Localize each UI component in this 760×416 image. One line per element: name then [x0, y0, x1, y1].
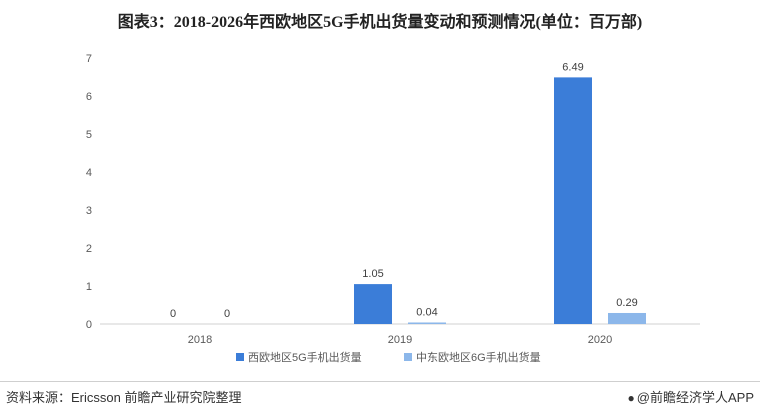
footer-source: 资料来源：Ericsson 前瞻产业研究院整理: [6, 390, 242, 405]
bar: [354, 284, 392, 324]
data-label: 6.49: [562, 61, 583, 73]
legend: 西欧地区5G手机出货量 中东欧地区6G手机出货量: [236, 350, 541, 364]
data-label: 0.04: [416, 306, 437, 318]
legend-swatch: [404, 353, 412, 361]
bar-chart: 0 1 2 3 4 5 6 7 2018 2019 2020 0 0 1.05 0.04 6.49 0.29…: [86, 53, 700, 364]
footer-brand: ● @前瞻经济学人APP: [628, 387, 754, 406]
data-label: 1.05: [362, 268, 383, 280]
x-tick-label: 2020: [588, 334, 612, 346]
y-tick-label: 5: [86, 129, 92, 141]
x-axis-labels: 2018 2019 2020: [188, 334, 612, 346]
y-axis-ticks: 0 1 2 3 4 5 6 7: [86, 53, 92, 331]
y-tick-label: 1: [86, 281, 92, 293]
legend-label: 西欧地区5G手机出货量: [248, 350, 362, 364]
bar: [554, 77, 592, 324]
legend-swatch: [236, 353, 244, 361]
bars: [354, 77, 646, 324]
data-label: 0: [224, 308, 230, 320]
chart-title: 图表3：2018-2026年西欧地区5G手机出货量变动和预测情况(单位：百万部): [117, 14, 643, 31]
footer-divider: [0, 381, 760, 382]
data-label: 0.29: [616, 297, 637, 309]
y-tick-label: 7: [86, 53, 92, 65]
footer-brand-text: @前瞻经济学人APP: [636, 390, 754, 405]
bar: [608, 312, 646, 324]
y-tick-label: 2: [86, 243, 92, 255]
y-tick-label: 0: [86, 319, 92, 331]
legend-label: 中东欧地区6G手机出货量: [416, 350, 541, 364]
y-tick-label: 6: [86, 91, 92, 103]
x-tick-label: 2018: [188, 334, 212, 346]
y-tick-label: 3: [86, 205, 92, 217]
x-tick-label: 2019: [388, 334, 412, 346]
y-tick-label: 4: [86, 167, 92, 179]
bar: [408, 322, 446, 324]
copyright-circle-icon: ●: [627, 391, 635, 405]
data-label: 0: [170, 308, 176, 320]
data-labels: 0 0 1.05 0.04 6.49 0.29: [170, 61, 638, 320]
